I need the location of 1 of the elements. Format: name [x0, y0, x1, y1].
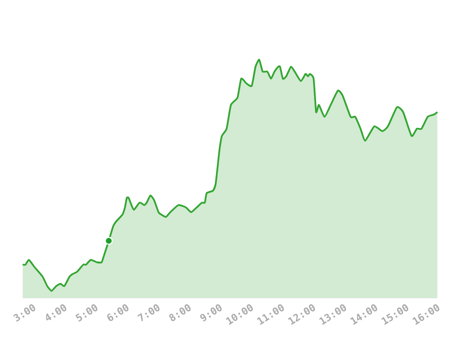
x-tick-label: 4:00	[46, 304, 66, 320]
